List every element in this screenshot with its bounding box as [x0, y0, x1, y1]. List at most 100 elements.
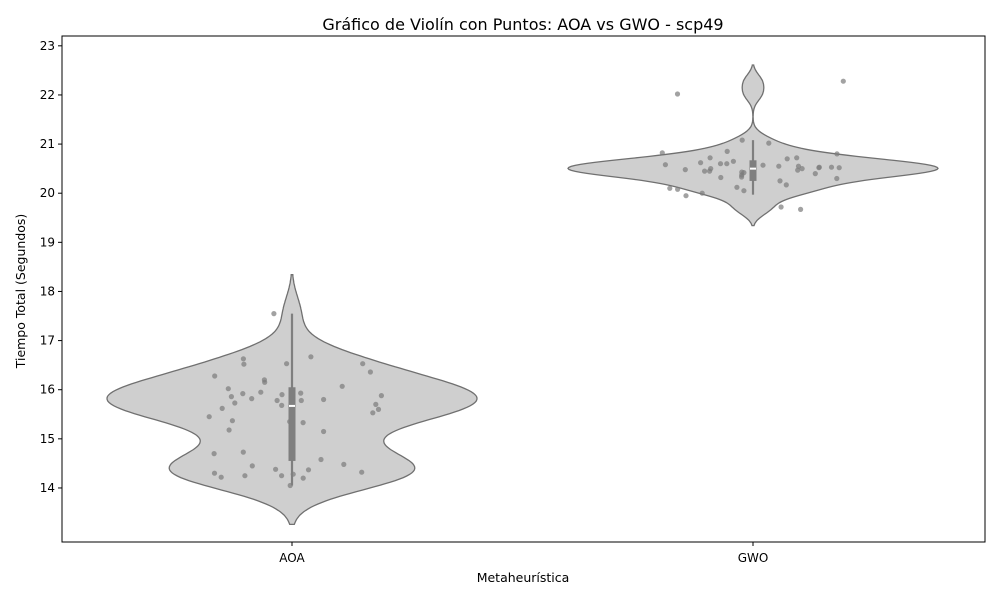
data-point	[273, 466, 279, 472]
data-point	[308, 354, 314, 360]
data-point	[724, 161, 730, 167]
data-point	[367, 369, 373, 375]
data-point	[360, 361, 366, 367]
data-point	[370, 410, 376, 416]
data-point	[225, 386, 231, 392]
data-point	[828, 164, 835, 170]
data-point	[211, 451, 217, 457]
data-point	[674, 91, 681, 97]
median-marker	[750, 167, 756, 170]
plot-frame	[61, 35, 986, 543]
median-marker	[289, 404, 295, 407]
data-point	[702, 168, 708, 174]
data-point	[279, 473, 285, 479]
data-point	[375, 406, 382, 412]
data-point	[739, 137, 745, 143]
data-point	[834, 151, 840, 157]
y-tick-label: 18	[40, 284, 55, 298]
data-point	[242, 473, 248, 479]
data-point	[683, 193, 689, 199]
data-point	[258, 389, 264, 395]
data-point	[682, 167, 688, 173]
data-point	[783, 182, 789, 188]
data-point	[300, 420, 306, 426]
data-point	[777, 178, 783, 184]
data-point	[240, 449, 246, 455]
data-point	[778, 204, 784, 210]
data-point	[816, 164, 822, 170]
y-tick-label: 20	[40, 186, 55, 200]
data-point	[834, 175, 840, 182]
y-tick-label: 23	[40, 39, 55, 53]
data-point	[339, 383, 345, 389]
data-point	[724, 148, 730, 154]
data-point	[662, 162, 669, 168]
data-point	[741, 188, 747, 194]
data-point	[298, 390, 304, 396]
data-point	[321, 396, 327, 403]
data-point	[730, 158, 737, 164]
data-point	[812, 171, 818, 177]
data-point	[698, 160, 704, 166]
data-point	[206, 414, 212, 420]
y-tick-label: 15	[40, 432, 55, 446]
data-point	[659, 150, 665, 156]
data-point	[300, 475, 306, 481]
data-point	[717, 161, 724, 167]
iqr-box	[288, 387, 296, 461]
data-point	[766, 140, 772, 146]
data-point	[229, 418, 235, 424]
data-point	[226, 427, 232, 433]
data-point	[218, 474, 224, 480]
data-point	[321, 428, 327, 435]
data-point	[798, 206, 804, 212]
data-point	[219, 405, 225, 411]
data-point	[708, 166, 714, 172]
chart-title: Gráfico de Violín con Puntos: AOA vs GWO…	[322, 15, 723, 34]
data-point	[298, 397, 304, 404]
data-point	[341, 461, 347, 467]
data-point	[378, 393, 384, 399]
x-axis-label: Metaheurística	[477, 570, 570, 585]
data-point	[240, 356, 246, 362]
y-tick-label: 22	[40, 88, 55, 102]
data-point	[279, 402, 285, 408]
data-point	[261, 377, 267, 383]
x-tick-label-aoa: AOA	[279, 551, 305, 565]
data-point	[359, 469, 365, 475]
data-point	[279, 392, 285, 398]
data-point	[718, 174, 724, 181]
data-point	[760, 162, 766, 168]
y-tick-label: 19	[40, 235, 55, 249]
data-point	[794, 155, 800, 161]
data-point	[212, 373, 218, 379]
data-point	[249, 463, 255, 469]
data-point	[675, 186, 681, 192]
plot-area	[106, 64, 939, 526]
data-point	[271, 311, 277, 317]
y-tick-label: 21	[40, 137, 55, 151]
data-point	[795, 167, 801, 173]
data-point	[228, 394, 234, 400]
y-tick-label: 17	[40, 334, 55, 348]
axes: 14 15 16 17 18 19 20 21 22 23 AOA GWO	[40, 35, 986, 565]
data-point	[840, 78, 846, 84]
data-point	[739, 169, 745, 175]
data-point	[836, 165, 842, 171]
data-point	[240, 391, 246, 397]
data-point	[211, 470, 218, 476]
data-point	[699, 190, 705, 196]
y-axis-label: Tiempo Total (Segundos)	[13, 214, 28, 370]
data-point	[776, 163, 782, 169]
iqr-box	[749, 160, 757, 181]
data-point	[667, 185, 673, 191]
data-point	[784, 156, 790, 162]
data-point	[274, 397, 280, 404]
data-point	[707, 155, 713, 161]
data-point	[305, 467, 312, 473]
y-tick-label: 14	[40, 481, 55, 495]
data-point	[284, 361, 290, 367]
data-point	[734, 184, 740, 190]
data-point	[232, 400, 238, 406]
